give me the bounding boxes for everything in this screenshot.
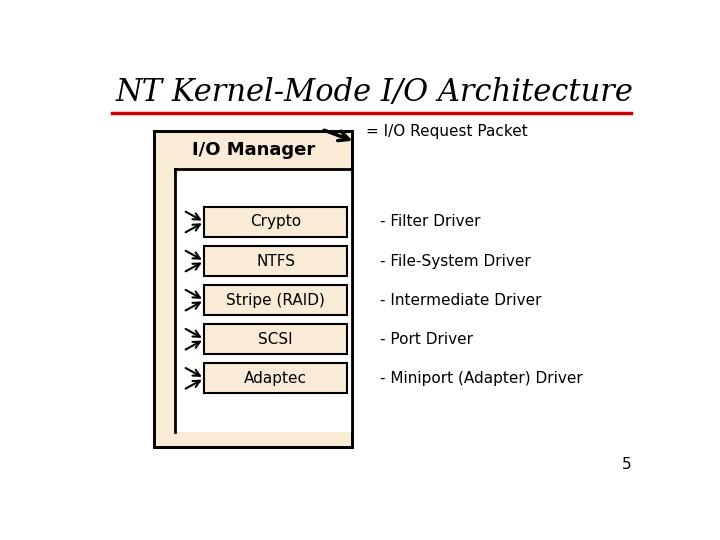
Bar [204, 285, 346, 315]
Bar [154, 131, 352, 447]
Text: Stripe (RAID): Stripe (RAID) [226, 293, 325, 308]
Bar [204, 246, 346, 276]
Text: Crypto: Crypto [250, 214, 301, 230]
Text: - Miniport (Adapter) Driver: - Miniport (Adapter) Driver [380, 371, 583, 386]
Text: - Port Driver: - Port Driver [380, 332, 473, 347]
Text: I/O Manager: I/O Manager [192, 141, 315, 159]
Text: - Filter Driver: - Filter Driver [380, 214, 481, 230]
Text: NTFS: NTFS [256, 254, 295, 268]
Bar [154, 131, 352, 447]
Text: - Intermediate Driver: - Intermediate Driver [380, 293, 541, 308]
Text: - File-System Driver: - File-System Driver [380, 254, 531, 268]
Bar [176, 168, 352, 431]
Text: Adaptec: Adaptec [244, 371, 307, 386]
Text: = I/O Request Packet: = I/O Request Packet [366, 124, 528, 139]
Bar [204, 324, 346, 354]
Text: NT Kernel-Mode I/O Architecture: NT Kernel-Mode I/O Architecture [115, 77, 633, 109]
Bar [204, 207, 346, 237]
Text: SCSI: SCSI [258, 332, 293, 347]
Bar [204, 363, 346, 393]
Text: 5: 5 [621, 457, 631, 472]
